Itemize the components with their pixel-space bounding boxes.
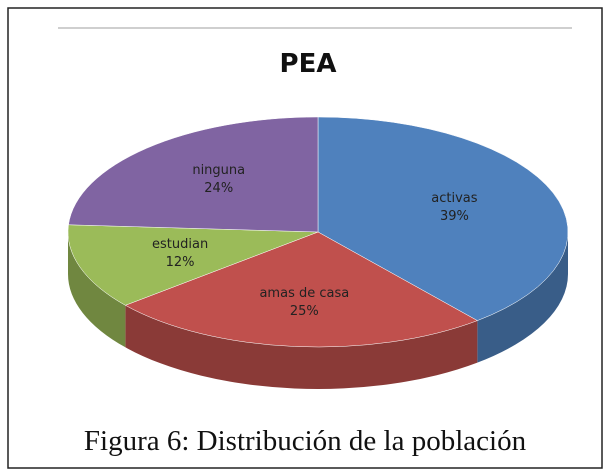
slice-label: activas — [431, 191, 477, 206]
slice-label: estudian — [152, 237, 208, 252]
pie-slice — [68, 116, 319, 233]
slice-value-label: 39% — [440, 209, 469, 224]
pie-slice — [124, 231, 478, 348]
pie-slice-side — [477, 232, 568, 363]
pie-slice-side — [125, 305, 478, 389]
slice-label: ninguna — [192, 163, 245, 178]
slice-value-label: 12% — [166, 255, 195, 270]
pie-slice-side — [68, 232, 126, 348]
slice-label: amas de casa — [259, 286, 349, 301]
chart-title: PEA — [280, 49, 337, 79]
caption: Figura 6: Distribución de la población — [84, 425, 527, 457]
slice-value-label: 24% — [204, 181, 233, 196]
slice-value-label: 25% — [290, 304, 319, 319]
pie-slice — [317, 116, 569, 321]
pie-slice — [67, 224, 319, 306]
